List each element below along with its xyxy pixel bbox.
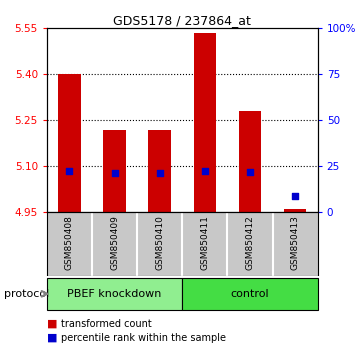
- Text: percentile rank within the sample: percentile rank within the sample: [61, 333, 226, 343]
- Point: [202, 168, 208, 174]
- Text: GSM850412: GSM850412: [245, 216, 255, 270]
- Bar: [58, 74, 81, 212]
- Text: GSM850410: GSM850410: [155, 216, 164, 270]
- Point: [292, 193, 298, 198]
- Title: GDS5178 / 237864_at: GDS5178 / 237864_at: [113, 14, 251, 27]
- Bar: [193, 33, 216, 212]
- Text: ■: ■: [47, 319, 57, 329]
- Point: [112, 170, 118, 175]
- Text: GSM850408: GSM850408: [65, 216, 74, 270]
- Bar: [47, 278, 182, 310]
- Text: transformed count: transformed count: [61, 319, 152, 329]
- Text: control: control: [231, 289, 269, 299]
- Text: PBEF knockdown: PBEF knockdown: [68, 289, 162, 299]
- Text: ■: ■: [47, 333, 57, 343]
- Text: GSM850413: GSM850413: [291, 216, 300, 270]
- Bar: [284, 209, 306, 212]
- Bar: [239, 111, 261, 212]
- Text: protocol: protocol: [4, 289, 49, 299]
- Bar: [182, 278, 318, 310]
- Point: [67, 168, 73, 174]
- Bar: [103, 130, 126, 212]
- Point: [157, 170, 162, 176]
- Text: GSM850411: GSM850411: [200, 216, 209, 270]
- Text: GSM850409: GSM850409: [110, 216, 119, 270]
- Point: [247, 169, 253, 175]
- Bar: [148, 130, 171, 212]
